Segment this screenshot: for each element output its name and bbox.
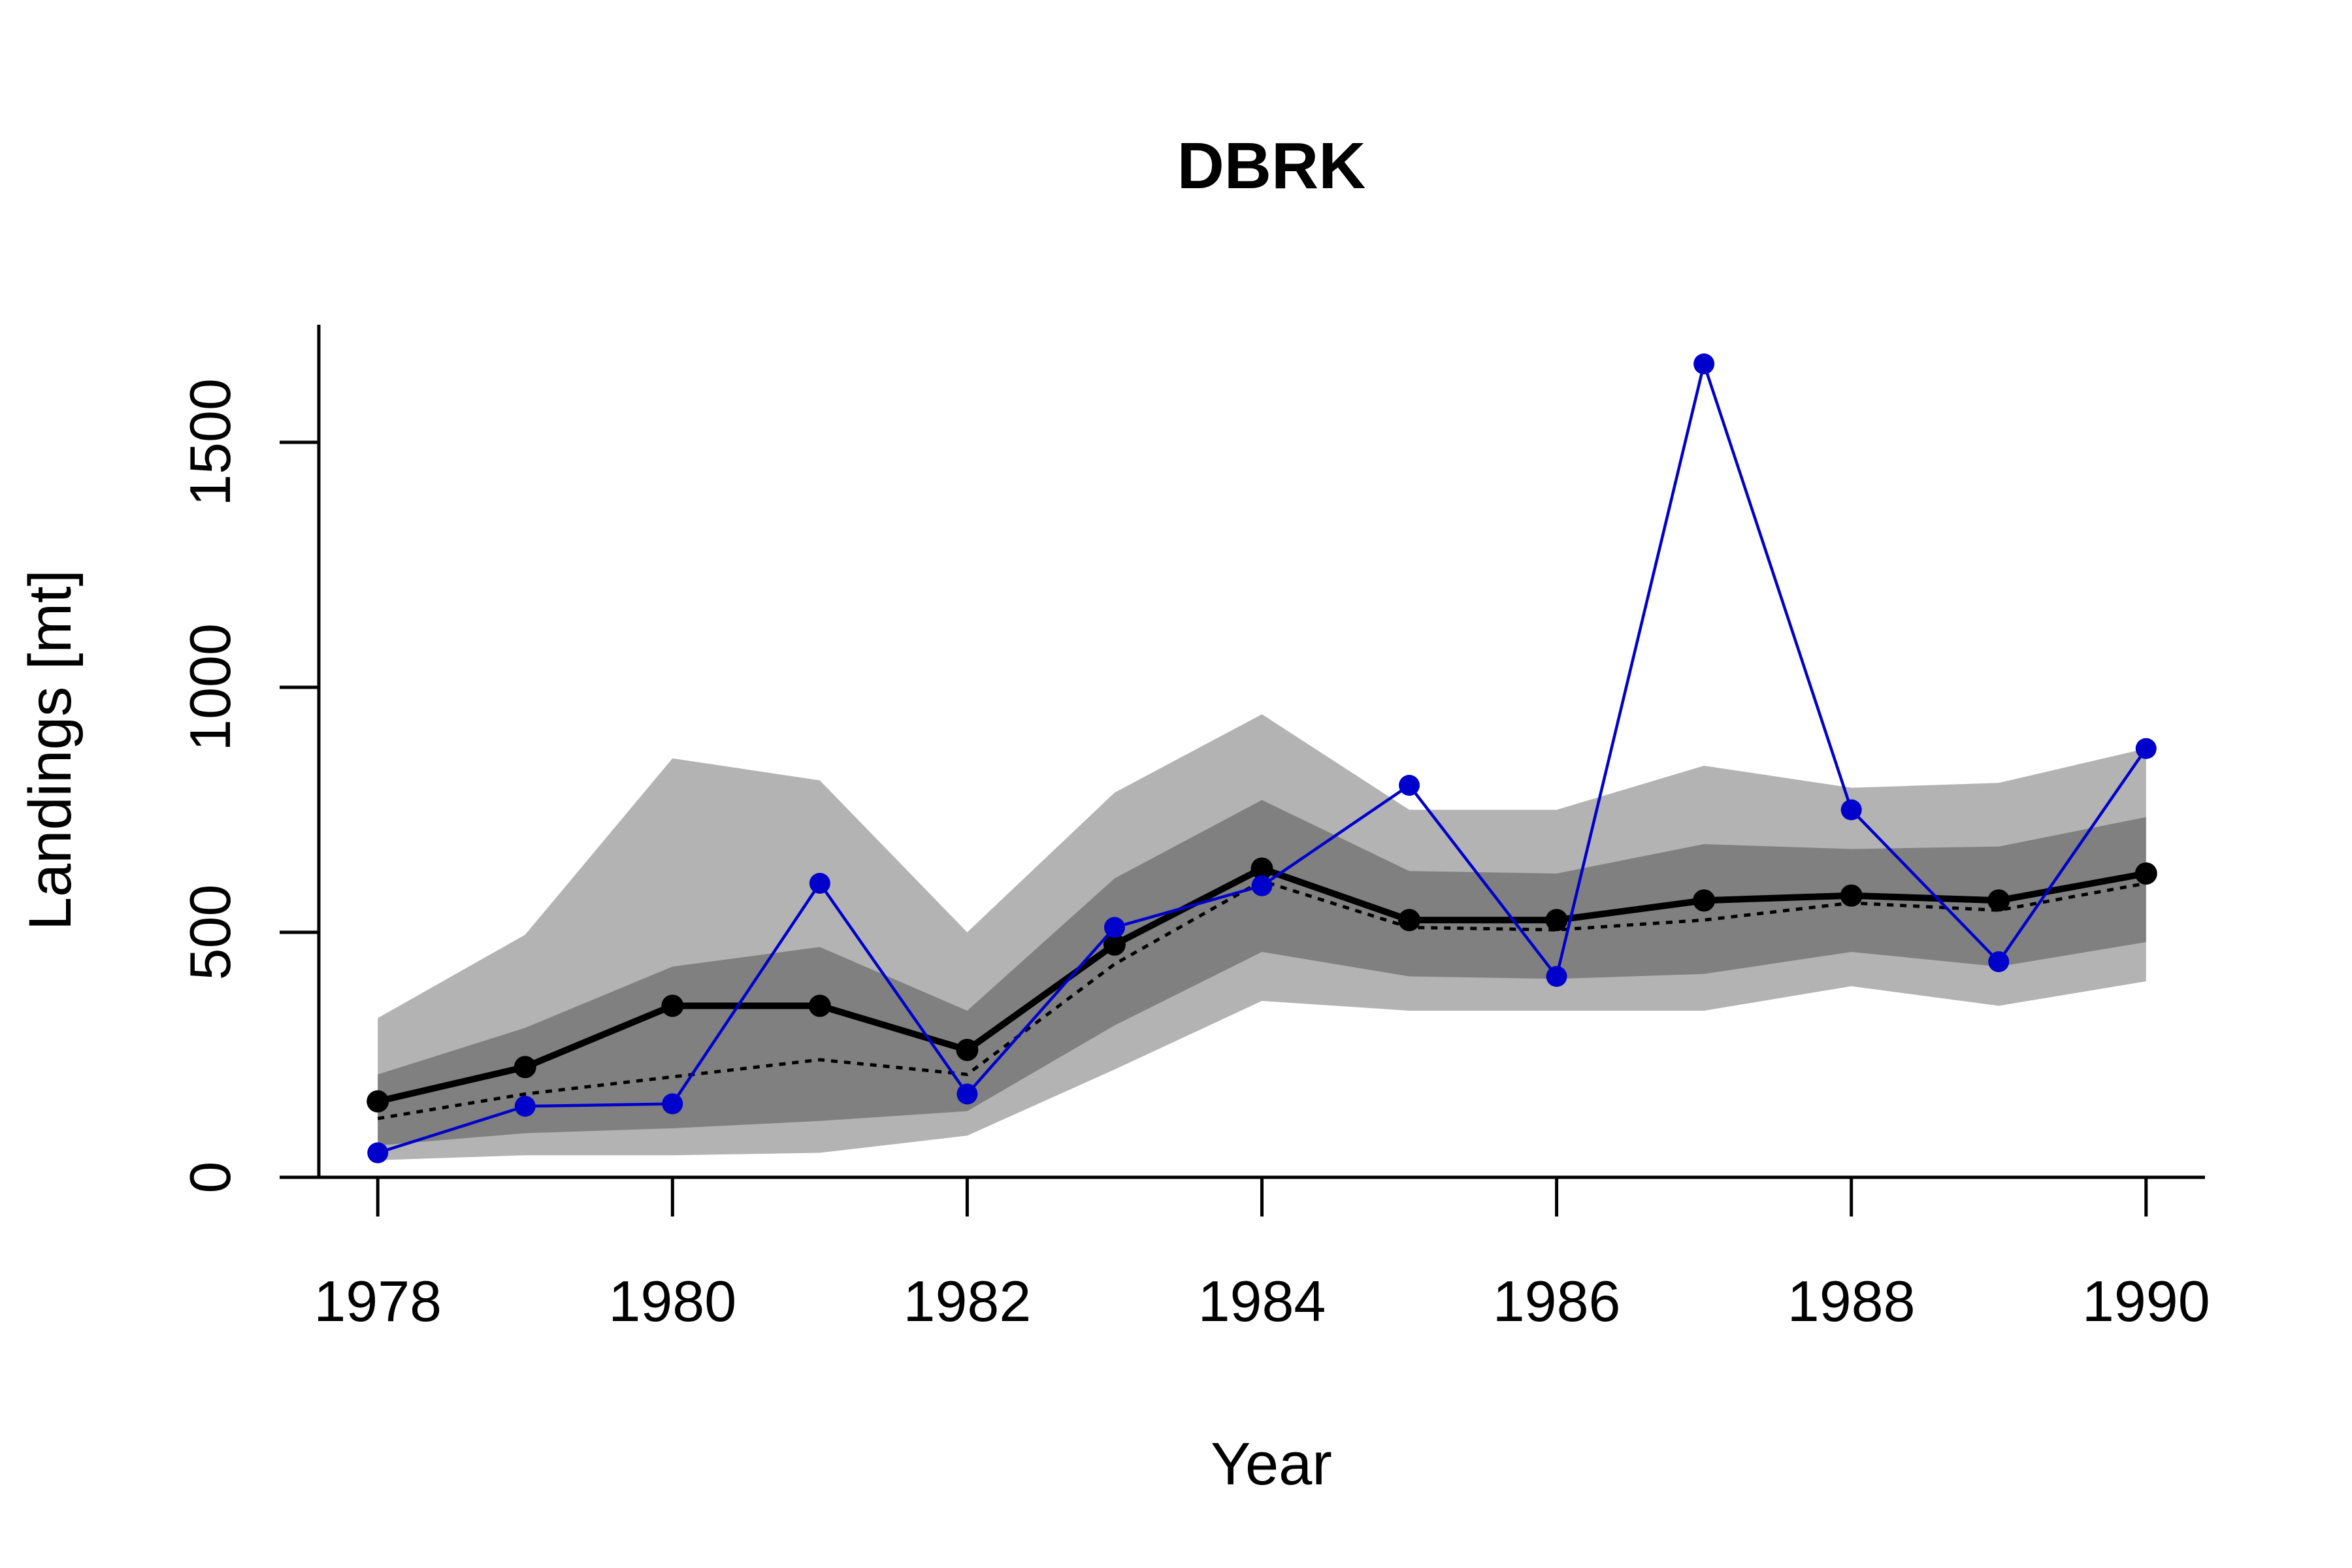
median-point	[1840, 884, 1863, 907]
median-point	[1103, 933, 1126, 956]
median-point	[367, 1090, 389, 1113]
observed-point	[1399, 775, 1420, 796]
observed-point	[1840, 799, 1862, 821]
x-axis-title: Year	[1211, 1431, 1332, 1497]
x-tick-label: 1978	[314, 1269, 442, 1333]
x-axis: 1978 1980 1982 1984 1986 1988 1990	[314, 1175, 2210, 1333]
observed-point	[1988, 951, 2010, 972]
observed-point	[809, 873, 830, 894]
chart-title: DBRK	[1177, 129, 1366, 203]
median-point	[956, 1039, 979, 1061]
observed-point	[1693, 353, 1715, 374]
median-point	[1987, 889, 2010, 912]
observed-point	[956, 1083, 978, 1105]
y-axis-title: Landings [mt]	[17, 570, 84, 930]
median-point	[514, 1056, 536, 1079]
y-tick-label: 500	[178, 885, 242, 981]
median-point	[1398, 909, 1421, 932]
median-point	[1545, 909, 1568, 932]
y-tick-label: 1000	[178, 623, 242, 751]
median-point	[661, 994, 684, 1017]
x-tick-label: 1988	[1788, 1269, 1916, 1333]
observed-point	[662, 1093, 683, 1115]
median-point	[808, 994, 831, 1017]
x-tick-label: 1980	[608, 1269, 736, 1333]
observed-point	[1251, 875, 1273, 896]
plot-area	[367, 353, 2157, 1164]
observed-point	[514, 1096, 536, 1117]
y-axis: 0 500 1000 1500	[178, 325, 321, 1194]
y-tick-label: 0	[178, 1162, 242, 1194]
median-point	[2134, 862, 2157, 885]
x-tick-label: 1982	[904, 1269, 1032, 1333]
observed-point	[1103, 917, 1125, 938]
median-point	[1693, 889, 1716, 912]
observed-point	[2135, 738, 2157, 759]
observed-point	[367, 1142, 389, 1164]
x-tick-label: 1984	[1198, 1269, 1326, 1333]
median-point	[1250, 857, 1273, 880]
y-tick-label: 1500	[178, 378, 242, 506]
x-tick-label: 1986	[1493, 1269, 1621, 1333]
x-tick-label: 1990	[2082, 1269, 2210, 1333]
observed-point	[1546, 966, 1567, 987]
